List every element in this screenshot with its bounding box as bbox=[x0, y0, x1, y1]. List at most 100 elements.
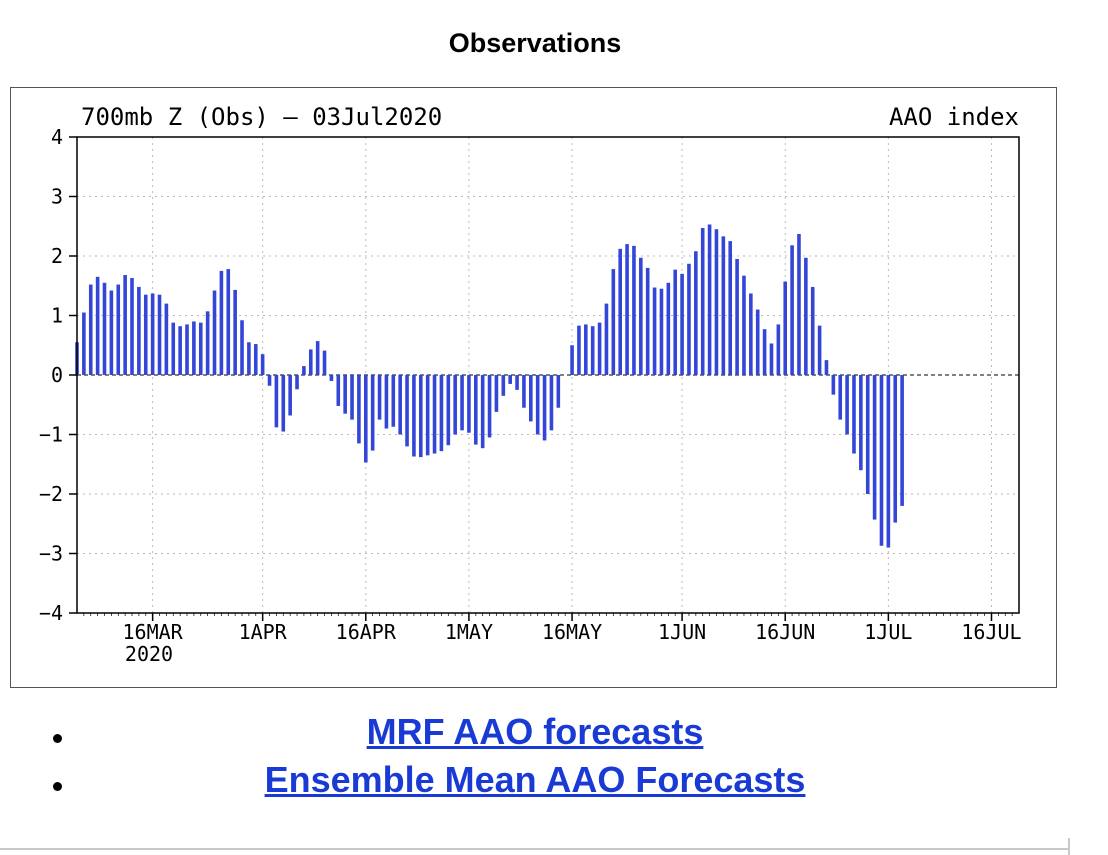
aao-bar bbox=[247, 342, 251, 375]
aao-bar bbox=[460, 375, 464, 431]
aao-bar bbox=[370, 375, 375, 451]
aao-bar bbox=[377, 375, 382, 420]
chart-title: 700mb Z (Obs) — 03Jul2020 bbox=[81, 103, 442, 131]
aao-bar bbox=[82, 312, 86, 375]
aao-bar bbox=[405, 375, 409, 447]
aao-bar bbox=[735, 258, 739, 375]
aao-bar bbox=[157, 294, 162, 375]
aao-bar bbox=[391, 375, 396, 427]
aao-bar bbox=[652, 287, 657, 375]
aao-bar bbox=[639, 257, 643, 375]
aao-bar bbox=[363, 375, 368, 463]
aao-bar bbox=[267, 375, 272, 386]
x-tick-label: 1JUL bbox=[864, 620, 912, 644]
aao-bar bbox=[893, 375, 898, 523]
x-axis: 16MAR 1APR 16APR 1MAY 16MAY 1JUN 16JUN 1JUL 16JU… bbox=[83, 613, 1022, 644]
bottom-divider-end bbox=[1068, 838, 1070, 855]
aao-bar bbox=[508, 375, 512, 384]
aao-bar bbox=[322, 350, 327, 375]
page-heading: Observations bbox=[448, 28, 622, 58]
aao-bar bbox=[776, 324, 781, 375]
forecast-links: MRF AAO forecasts Ensemble Mean AAO Fore… bbox=[0, 708, 1070, 804]
aao-bar bbox=[804, 257, 808, 375]
chart-title-right: AAO index bbox=[889, 103, 1019, 131]
aao-bar bbox=[680, 273, 684, 375]
aao-bar bbox=[185, 324, 189, 375]
aao-bar bbox=[288, 375, 292, 416]
aao-bar bbox=[797, 233, 801, 375]
aao-bar bbox=[95, 276, 100, 375]
x-tick-label: 16JUN bbox=[755, 620, 815, 644]
aao-bar bbox=[212, 290, 217, 375]
aao-bar bbox=[198, 322, 203, 375]
aao-bar bbox=[432, 375, 437, 454]
aao-bar bbox=[845, 375, 849, 435]
aao-bar bbox=[659, 288, 664, 375]
aao-bar bbox=[192, 321, 196, 375]
y-tick-label: 2 bbox=[51, 244, 63, 268]
aao-bar bbox=[109, 290, 114, 375]
aao-bar bbox=[522, 375, 526, 408]
aao-bar bbox=[487, 375, 492, 438]
aao-bar bbox=[570, 345, 574, 375]
aao-bar bbox=[501, 375, 506, 396]
aao-bar bbox=[859, 375, 863, 471]
aao-bar bbox=[769, 343, 774, 375]
aao-bar bbox=[618, 248, 622, 375]
x-tick-label: 1APR bbox=[239, 620, 288, 644]
x-tick-label: 16APR bbox=[336, 620, 397, 644]
aao-bar bbox=[302, 366, 306, 375]
x-axis-year-label: 2020 bbox=[125, 642, 173, 666]
aao-bar bbox=[350, 375, 354, 420]
aao-bar bbox=[233, 289, 237, 375]
aao-bar bbox=[474, 375, 478, 445]
aao-bar bbox=[102, 282, 107, 375]
aao-bar bbox=[137, 286, 141, 375]
aao-bar bbox=[645, 267, 650, 375]
aao-bar bbox=[831, 375, 836, 395]
aao-bar bbox=[666, 282, 671, 375]
x-tick-label: 16JUL bbox=[961, 620, 1021, 644]
aao-bar-chart: 700mb Z (Obs) — 03Jul2020 AAO index 4 3 2 1… bbox=[39, 103, 1022, 666]
y-tick-label: −4 bbox=[39, 601, 63, 625]
aao-bar bbox=[425, 375, 430, 456]
aao-bar bbox=[742, 275, 746, 375]
aao-bar bbox=[384, 375, 389, 429]
aao-bar bbox=[707, 224, 712, 375]
aao-bar bbox=[597, 322, 602, 375]
aao-bar bbox=[694, 251, 698, 375]
aao-bar bbox=[755, 309, 760, 375]
aao-bar bbox=[714, 229, 719, 375]
aao-chart-panel: 700mb Z (Obs) — 03Jul2020 AAO index 4 3 2 1… bbox=[10, 87, 1057, 688]
y-axis: 4 3 2 1 0 −1 −2 −3 −4 bbox=[39, 125, 77, 625]
aao-bar bbox=[728, 241, 733, 375]
y-tick-label: 0 bbox=[51, 363, 63, 387]
aao-bar bbox=[590, 326, 595, 375]
aao-bar bbox=[357, 375, 361, 444]
aao-bar bbox=[529, 375, 533, 422]
aao-bar bbox=[721, 236, 726, 375]
aao-bar bbox=[178, 326, 182, 375]
aao-bar bbox=[467, 375, 471, 433]
aao-bar bbox=[205, 311, 210, 375]
aao-bar bbox=[143, 294, 148, 375]
aao-bar bbox=[260, 354, 265, 375]
aao-bar bbox=[584, 324, 588, 375]
aao-bar bbox=[446, 375, 451, 446]
aao-bar bbox=[611, 269, 616, 375]
mrf-aao-forecasts-link[interactable]: MRF AAO forecasts bbox=[366, 711, 704, 752]
aao-bar bbox=[315, 341, 320, 375]
aao-bar bbox=[494, 375, 499, 412]
aao-bar bbox=[556, 375, 561, 408]
aao-bar bbox=[439, 375, 444, 452]
aao-bar bbox=[308, 349, 313, 375]
aao-bar bbox=[130, 278, 134, 375]
aao-bar bbox=[171, 322, 176, 375]
x-tick-label: 16MAR bbox=[123, 620, 184, 644]
aao-bar bbox=[872, 375, 877, 520]
y-tick-label: 3 bbox=[51, 185, 63, 209]
aao-bar bbox=[329, 375, 334, 381]
aao-bar bbox=[632, 245, 636, 375]
x-tick-label: 16MAY bbox=[542, 620, 602, 644]
ensemble-mean-aao-forecasts-link[interactable]: Ensemble Mean AAO Forecasts bbox=[264, 759, 806, 800]
